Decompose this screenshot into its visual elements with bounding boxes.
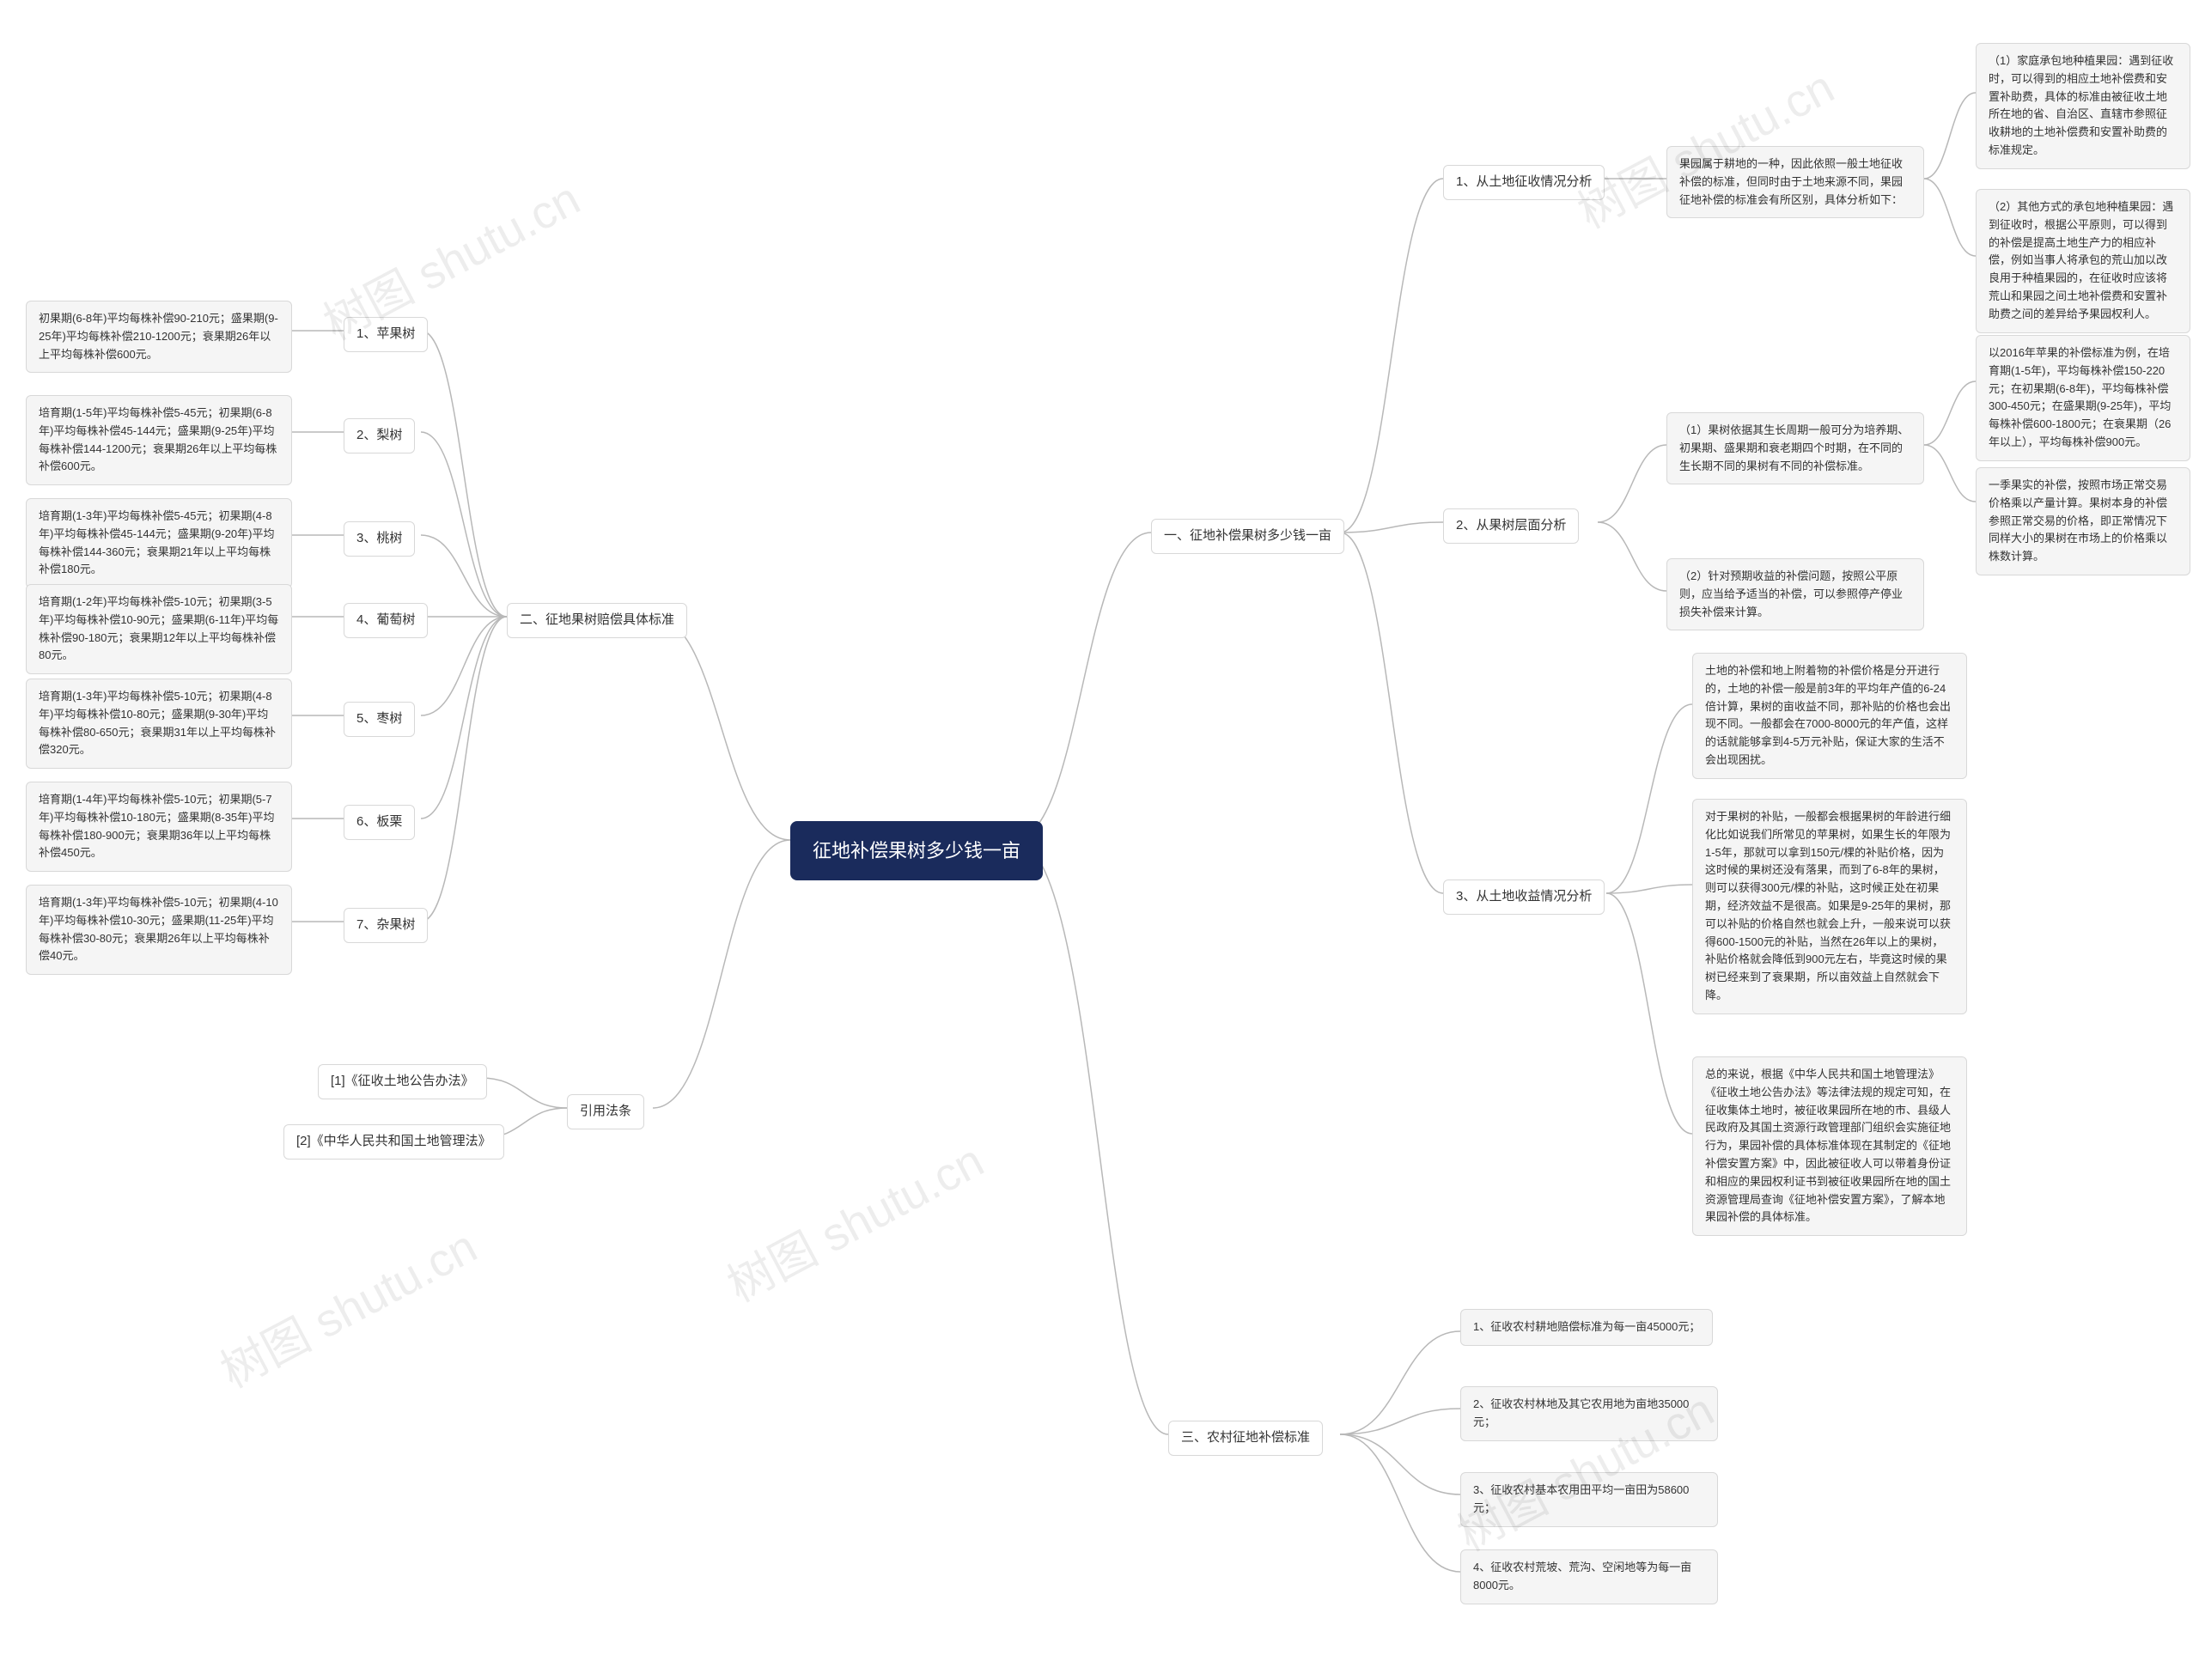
s1-item-3-a: 土地的补偿和地上附着物的补偿价格是分开进行的，土地的补偿一般是前3年的平均年产值… — [1692, 653, 1967, 779]
ref-title[interactable]: 引用法条 — [567, 1094, 644, 1129]
s1-item-2-sub-1b: 一季果实的补偿，按照市场正常交易价格乘以产量计算。果树本身的补偿参照正常交易的价… — [1976, 467, 2190, 575]
s2-i4-label[interactable]: 4、葡萄树 — [344, 603, 428, 638]
s1-item-1-sub-1: （1）家庭承包地种植果园：遇到征收时，可以得到的相应土地补偿费和安置补助费，具体… — [1976, 43, 2190, 169]
s2-i6-text: 培育期(1-4年)平均每株补偿5-10元；初果期(5-7年)平均每株补偿10-1… — [26, 782, 292, 872]
root-node[interactable]: 征地补偿果树多少钱一亩 — [790, 821, 1043, 880]
s3-item-4: 4、征收农村荒坡、荒沟、空闲地等为每一亩8000元。 — [1460, 1549, 1718, 1604]
s1-item-3-c: 总的来说，根据《中华人民共和国土地管理法》《征收土地公告办法》等法律法规的规定可… — [1692, 1056, 1967, 1236]
s2-i5-label[interactable]: 5、枣树 — [344, 702, 415, 737]
s2-i3-label[interactable]: 3、桃树 — [344, 521, 415, 557]
s1-item-1-label[interactable]: 1、从土地征收情况分析 — [1443, 165, 1605, 200]
s2-i5-text: 培育期(1-3年)平均每株补偿5-10元；初果期(4-8年)平均每株补偿10-8… — [26, 679, 292, 769]
s3-item-1: 1、征收农村耕地赔偿标准为每一亩45000元； — [1460, 1309, 1713, 1346]
s1-item-1-text: 果园属于耕地的一种，因此依照一般土地征收补偿的标准，但同时由于土地来源不同，果园… — [1666, 146, 1924, 218]
s2-i1-text: 初果期(6-8年)平均每株补偿90-210元；盛果期(9-25年)平均每株补偿2… — [26, 301, 292, 373]
s1-item-2-sub-1: （1）果树依据其生长周期一般可分为培养期、初果期、盛果期和衰老期四个时期，在不同… — [1666, 412, 1924, 484]
s1-item-1-sub-2: （2）其他方式的承包地种植果园：遇到征收时，根据公平原则，可以得到的补偿是提高土… — [1976, 189, 2190, 333]
ref-i2: [2]《中华人民共和国土地管理法》 — [283, 1124, 504, 1160]
s1-item-2-label[interactable]: 2、从果树层面分析 — [1443, 508, 1579, 544]
s2-i6-label[interactable]: 6、板栗 — [344, 805, 415, 840]
s2-i4-text: 培育期(1-2年)平均每株补偿5-10元；初果期(3-5年)平均每株补偿10-9… — [26, 584, 292, 674]
section-2-title[interactable]: 二、征地果树赔偿具体标准 — [507, 603, 687, 638]
s3-item-3: 3、征收农村基本农用田平均一亩田为58600元； — [1460, 1472, 1718, 1527]
s1-item-3-label[interactable]: 3、从土地收益情况分析 — [1443, 880, 1605, 915]
s1-item-3-b: 对于果树的补贴，一般都会根据果树的年龄进行细化比如说我们所常见的苹果树，如果生长… — [1692, 799, 1967, 1014]
watermark: 树图 shutu.cn — [207, 1209, 487, 1401]
ref-i1: [1]《征收土地公告办法》 — [318, 1064, 487, 1099]
watermark: 树图 shutu.cn — [714, 1123, 994, 1315]
s1-item-2-sub-1a: 以2016年苹果的补偿标准为例，在培育期(1-5年)，平均每株补偿150-220… — [1976, 335, 2190, 461]
s2-i1-label[interactable]: 1、苹果树 — [344, 317, 428, 352]
s3-item-2: 2、征收农村林地及其它农用地为亩地35000元； — [1460, 1386, 1718, 1441]
s2-i7-text: 培育期(1-3年)平均每株补偿5-10元；初果期(4-10年)平均每株补偿10-… — [26, 885, 292, 975]
s2-i7-label[interactable]: 7、杂果树 — [344, 908, 428, 943]
s2-i2-text: 培育期(1-5年)平均每株补偿5-45元；初果期(6-8年)平均每株补偿45-1… — [26, 395, 292, 485]
s2-i3-text: 培育期(1-3年)平均每株补偿5-45元；初果期(4-8年)平均每株补偿45-1… — [26, 498, 292, 588]
s1-item-2-sub-2: （2）针对预期收益的补偿问题，按照公平原则，应当给予适当的补偿，可以参照停产停业… — [1666, 558, 1924, 630]
section-1-title[interactable]: 一、征地补偿果树多少钱一亩 — [1151, 519, 1344, 554]
section-3-title[interactable]: 三、农村征地补偿标准 — [1168, 1421, 1323, 1456]
s2-i2-label[interactable]: 2、梨树 — [344, 418, 415, 453]
